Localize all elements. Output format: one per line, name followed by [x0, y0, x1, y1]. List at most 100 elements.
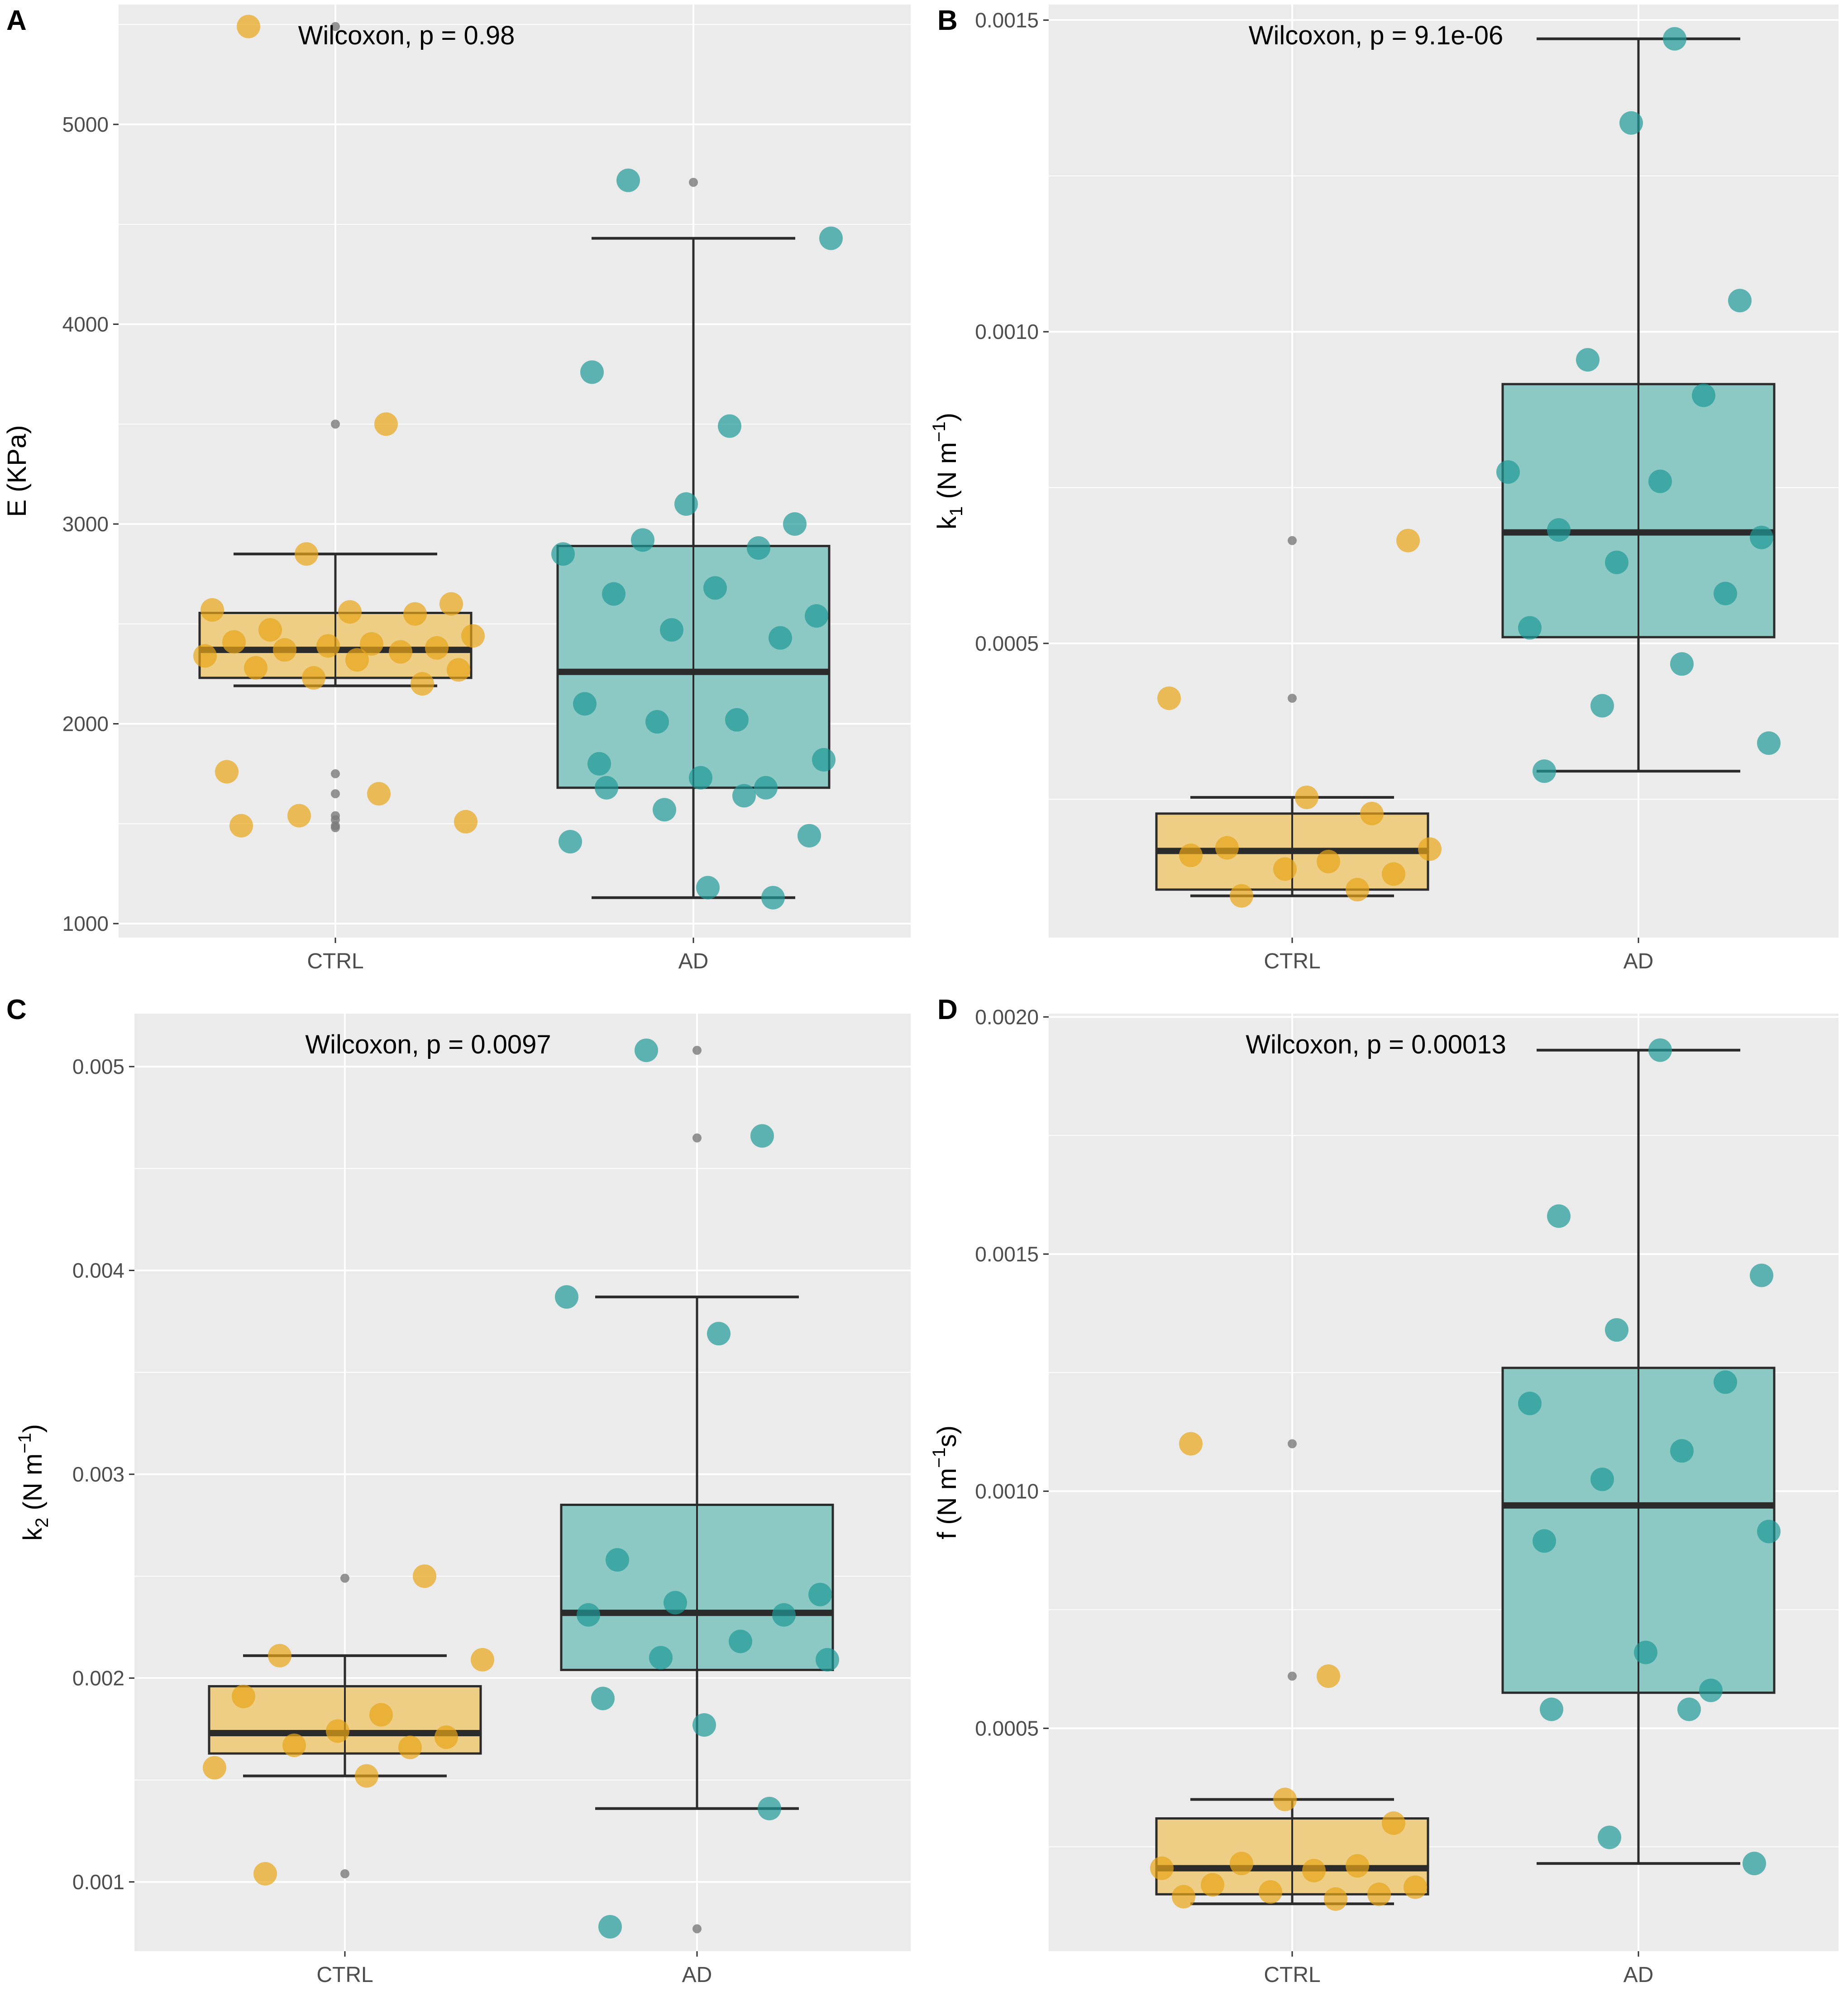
outlier-point: [692, 1133, 702, 1143]
y-tick-label: 0.0005: [975, 1716, 1039, 1740]
data-point: [1634, 1640, 1657, 1664]
data-point: [1518, 1391, 1542, 1415]
data-point: [1590, 1467, 1614, 1491]
data-point: [587, 752, 611, 776]
y-axis-label: E (KPa): [2, 425, 32, 517]
points-ctrl: [1150, 1432, 1427, 1911]
data-point: [345, 648, 369, 672]
wilcoxon-annotation: Wilcoxon, p = 9.1e-06: [1249, 21, 1504, 50]
panel-letter-a: A: [6, 5, 27, 36]
data-point: [1179, 1432, 1203, 1456]
data-point: [1157, 686, 1181, 710]
panel-letter-d: D: [937, 994, 958, 1025]
data-point: [389, 640, 412, 664]
y-label-main: f: [932, 1532, 962, 1539]
y-label-tail: ): [18, 1424, 48, 1433]
data-point: [595, 776, 618, 800]
data-point: [602, 582, 626, 606]
y-axis-label: k2 (N m−1): [15, 1424, 52, 1541]
data-point: [1757, 731, 1781, 755]
data-point: [316, 634, 340, 658]
data-point: [360, 632, 383, 656]
data-point: [1259, 1880, 1282, 1904]
y-label-main: E (KPa): [2, 425, 32, 517]
y-tick-label: 3000: [62, 512, 109, 536]
data-point: [769, 626, 792, 650]
data-point: [1598, 1825, 1621, 1849]
outlier-point: [1288, 1439, 1297, 1448]
data-point: [616, 168, 640, 192]
x-tick-label-ctrl: CTRL: [1264, 949, 1320, 973]
data-point: [816, 1648, 839, 1672]
data-point: [282, 1734, 306, 1758]
plot-background: [134, 1014, 911, 1951]
outlier-point: [331, 419, 340, 429]
y-label-tail: ): [932, 413, 962, 421]
data-point: [598, 1915, 622, 1939]
data-point: [674, 492, 698, 516]
data-point: [761, 886, 785, 910]
data-point: [718, 414, 741, 438]
y-label-units: (N m: [932, 1468, 962, 1532]
y-tick-label: 0.0020: [975, 1005, 1039, 1029]
data-point: [268, 1643, 291, 1667]
y-tick-label: 0.0005: [975, 632, 1039, 655]
data-point: [689, 766, 712, 790]
data-point: [653, 798, 676, 822]
data-point: [1540, 1697, 1563, 1721]
data-point: [1677, 1697, 1701, 1721]
data-point: [222, 630, 246, 654]
y-tick-label: 0.003: [72, 1462, 124, 1486]
data-point: [273, 638, 296, 662]
data-point: [1750, 525, 1773, 549]
y-tick-label: 2000: [62, 712, 109, 736]
data-point: [1496, 460, 1520, 484]
points-ad: [555, 1038, 839, 1939]
data-point: [1605, 1318, 1628, 1342]
data-point: [1663, 27, 1686, 51]
data-point: [1215, 836, 1239, 860]
data-point: [797, 824, 821, 848]
data-point: [1743, 1852, 1766, 1876]
panel-3: 0.001 0.002 0.003 0.004 0.005 CTRL AD Wilcoxon,…: [15, 1014, 911, 1987]
y-tick-label: 1000: [62, 912, 109, 935]
outlier-point: [1288, 1672, 1297, 1681]
data-point: [1619, 111, 1643, 135]
wilcoxon-annotation: Wilcoxon, p = 0.0097: [305, 1030, 551, 1059]
y-label-subscript: 2: [32, 1518, 52, 1528]
data-point: [573, 692, 597, 716]
data-point: [232, 1684, 255, 1708]
panel-letter-b: B: [937, 5, 958, 36]
box-ad: [556, 177, 831, 899]
points-ctrl: [193, 14, 485, 838]
data-point: [729, 1629, 752, 1653]
y-label-superscript: −1: [929, 421, 949, 442]
y-label-main: k: [932, 516, 962, 529]
data-point: [1201, 1873, 1224, 1897]
data-point: [253, 1862, 277, 1886]
data-point: [812, 748, 836, 772]
data-point: [772, 1603, 796, 1627]
data-point: [1547, 1204, 1571, 1228]
data-point: [1273, 1787, 1297, 1811]
data-point: [326, 1719, 349, 1743]
panel-letter-c: C: [6, 994, 27, 1025]
data-point: [367, 782, 391, 806]
data-point: [1382, 1811, 1405, 1835]
y-label-units: (N m: [18, 1453, 48, 1518]
data-point: [1576, 348, 1600, 372]
data-point: [215, 760, 239, 784]
data-point: [374, 412, 398, 436]
data-point: [1346, 877, 1369, 901]
data-point: [555, 1285, 578, 1309]
data-point: [1230, 884, 1253, 908]
data-point: [229, 814, 253, 838]
outlier-point: [1288, 694, 1297, 703]
outlier-point: [340, 1573, 349, 1583]
data-point: [660, 618, 683, 642]
outlier-point: [692, 1924, 702, 1934]
data-point: [295, 542, 318, 566]
y-tick-label: 0.004: [72, 1259, 124, 1282]
data-point: [1533, 1529, 1556, 1553]
data-point: [1382, 862, 1405, 886]
